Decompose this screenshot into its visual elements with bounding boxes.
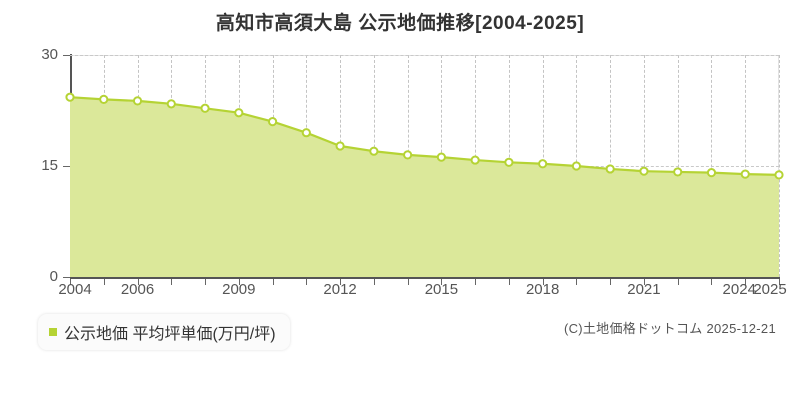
y-tick-label: 0: [49, 268, 58, 285]
x-tick-mark: [677, 279, 679, 285]
data-point-marker: [436, 152, 446, 162]
credit-text: (C)土地価格ドットコム 2025-12-21: [563, 321, 776, 336]
data-point-marker: [234, 108, 244, 118]
series-line: [69, 96, 780, 176]
x-tick-mark: [272, 279, 274, 285]
x-tick-mark: [70, 279, 71, 285]
legend-label: 公示地価 平均坪単価(万円/坪): [64, 326, 276, 343]
x-tick-label: 2025: [753, 281, 787, 298]
data-point-marker: [571, 161, 582, 171]
data-point-marker: [403, 150, 413, 160]
y-tick-label: 15: [41, 157, 58, 174]
data-point-marker: [504, 157, 514, 167]
x-tick-mark: [576, 279, 578, 285]
chart-title: 高知市高須大島 公示地価推移[2004-2025]: [215, 13, 585, 34]
data-point-marker: [740, 169, 750, 179]
x-tick-label: 2021: [627, 281, 661, 298]
data-point-marker: [673, 167, 683, 177]
x-tick-mark: [643, 279, 645, 285]
gridline-vertical: [779, 55, 780, 277]
gridline-horizontal: [70, 55, 779, 56]
data-point-marker: [200, 103, 210, 113]
data-point-marker: [301, 128, 311, 138]
y-tick-label: 30: [41, 46, 58, 63]
x-tick-label: 2004: [58, 281, 92, 298]
series-area-fill: [70, 97, 779, 278]
x-tick-mark: [508, 279, 510, 285]
data-point-marker: [774, 170, 784, 180]
x-tick-mark: [306, 279, 308, 285]
data-point-marker: [369, 146, 379, 156]
x-tick-mark: [441, 279, 443, 285]
data-point-marker: [132, 96, 143, 106]
x-tick-label: 2015: [424, 281, 459, 298]
data-point-marker: [335, 141, 345, 151]
x-tick-mark: [475, 279, 477, 285]
data-point-marker: [538, 159, 548, 169]
x-tick-mark: [373, 279, 375, 285]
y-tick-mark: [63, 166, 70, 167]
x-tick-mark: [238, 279, 240, 285]
data-point-marker: [470, 155, 480, 165]
x-tick-mark: [103, 279, 105, 285]
x-tick-mark: [407, 279, 409, 285]
data-point-marker: [166, 99, 176, 109]
x-tick-mark: [171, 279, 173, 285]
data-point-marker: [99, 94, 109, 105]
x-tick-label: 2018: [525, 281, 560, 298]
x-axis-line: [70, 277, 780, 279]
data-point-marker: [65, 92, 75, 102]
y-tick-mark: [63, 277, 70, 278]
data-point-marker: [605, 164, 615, 174]
x-tick-mark: [610, 279, 612, 285]
y-tick-mark: [63, 55, 70, 56]
legend-swatch-icon: [49, 328, 57, 336]
data-point-marker: [639, 166, 649, 176]
x-tick-mark: [542, 279, 544, 285]
x-tick-mark: [745, 279, 747, 285]
chart-legend: 公示地価 平均坪単価(万円/坪): [38, 314, 290, 350]
data-point-marker: [267, 117, 278, 127]
x-tick-mark: [779, 279, 780, 285]
x-tick-label: 2024: [722, 281, 756, 298]
series-area-line: [65, 92, 784, 278]
x-tick-mark: [340, 279, 342, 285]
x-tick-mark: [205, 279, 207, 285]
plot-area: [65, 55, 784, 278]
x-tick-mark: [711, 279, 713, 285]
x-tick-label: 2009: [222, 281, 256, 298]
data-point-marker: [706, 168, 717, 178]
x-tick-label: 2012: [323, 281, 357, 298]
x-tick-label: 2006: [120, 281, 155, 298]
x-tick-mark: [137, 279, 139, 285]
